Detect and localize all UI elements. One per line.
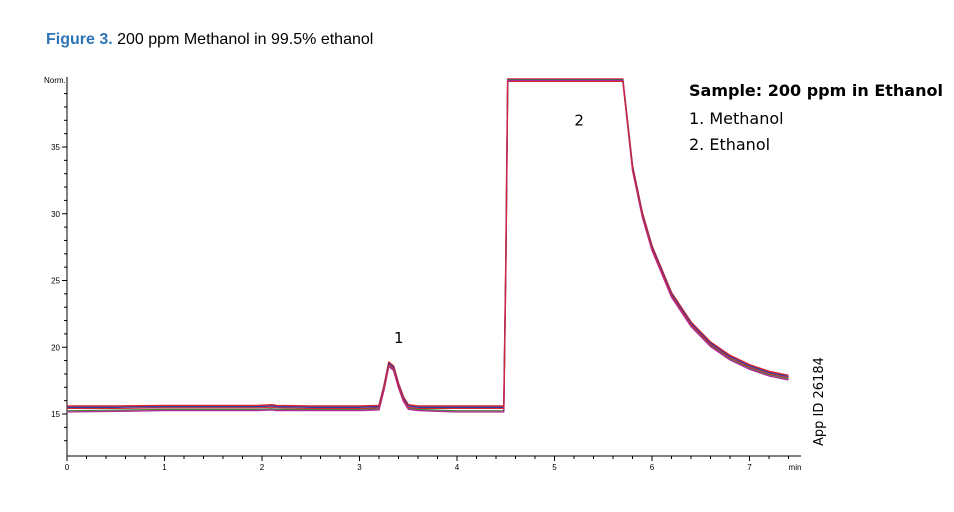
legend-item-methanol: 1. Methanol bbox=[689, 109, 784, 128]
x-tick-label: 2 bbox=[260, 463, 265, 472]
x-axis-label: min bbox=[789, 463, 802, 472]
legend-item-ethanol: 2. Ethanol bbox=[689, 135, 771, 154]
peak-label: 1 bbox=[394, 329, 404, 347]
series-line bbox=[67, 78, 789, 407]
series-line bbox=[67, 79, 789, 412]
figure-label: Figure 3. bbox=[46, 31, 113, 48]
y-tick-label: 30 bbox=[51, 210, 60, 219]
y-axis-label: Norm. bbox=[44, 76, 66, 85]
x-tick-label: 7 bbox=[747, 463, 752, 472]
series-line bbox=[67, 79, 789, 408]
x-tick-label: 4 bbox=[455, 463, 460, 472]
y-tick-label: 20 bbox=[51, 343, 60, 352]
y-tick-label: 35 bbox=[51, 143, 60, 152]
series-line bbox=[67, 81, 789, 409]
x-tick-label: 6 bbox=[650, 463, 655, 472]
legend-title: Sample: 200 ppm in Ethanol bbox=[689, 81, 943, 100]
x-tick-label: 1 bbox=[162, 463, 167, 472]
peak-labels: 12 bbox=[394, 112, 584, 348]
y-tick-label: 25 bbox=[51, 277, 60, 286]
x-tick-label: 5 bbox=[552, 463, 557, 472]
figure-caption: Figure 3. 200 ppm Methanol in 99.5% etha… bbox=[46, 31, 373, 49]
y-tick-label: 15 bbox=[51, 410, 60, 419]
traces bbox=[67, 78, 789, 413]
app-id-label: App ID 26184 bbox=[812, 357, 827, 446]
x-tick-label: 3 bbox=[357, 463, 362, 472]
x-tick-label: 0 bbox=[65, 463, 70, 472]
peak-label: 2 bbox=[574, 112, 584, 130]
series-line bbox=[67, 80, 789, 413]
figure-title: 200 ppm Methanol in 99.5% ethanol bbox=[112, 31, 374, 48]
sample-legend: Sample: 200 ppm in Ethanol 1. Methanol 2… bbox=[689, 81, 943, 158]
